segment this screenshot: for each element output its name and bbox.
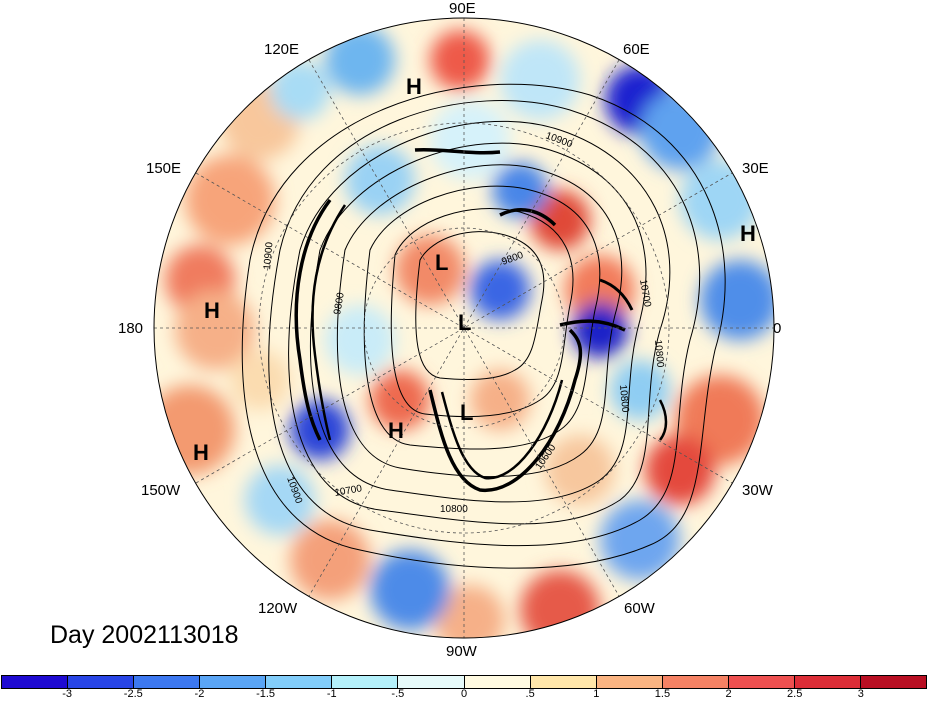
colorbar-swatch xyxy=(398,676,465,688)
low-pressure-marker: L xyxy=(435,250,448,275)
colorbar-swatch xyxy=(728,676,795,688)
colorbar-tick-label: 1.5 xyxy=(654,688,671,700)
low-pressure-marker: L xyxy=(460,400,473,425)
colorbar-swatch xyxy=(134,676,201,688)
colorbar-tick-label: 2.5 xyxy=(787,688,803,700)
colorbar-tick-label: -2.5 xyxy=(123,688,143,700)
colorbar-tick-label: 3 xyxy=(857,688,864,700)
colorbar-swatch xyxy=(662,676,729,688)
colorbar-swatch xyxy=(2,676,69,688)
longitude-label-30e: 30E xyxy=(742,160,769,177)
longitude-label-90e: 90E xyxy=(449,0,476,17)
graticule xyxy=(154,18,774,638)
low-pressure-marker: L xyxy=(458,310,471,335)
longitude-label-60w: 60W xyxy=(624,600,655,617)
colorbar-swatch xyxy=(332,676,399,688)
longitude-label-120w: 120W xyxy=(258,600,298,617)
contour-label: 10800 xyxy=(440,504,468,515)
map-boundary xyxy=(153,17,775,639)
longitude-label-90w: 90W xyxy=(446,643,477,660)
high-pressure-marker: H xyxy=(193,440,209,465)
longitude-label-30w: 30W xyxy=(742,482,773,499)
colorbar-tick-label: -2 xyxy=(194,688,205,700)
contour-label: 9800 xyxy=(332,291,347,315)
contour-label: 10900 xyxy=(262,241,275,270)
colorbar-swatch xyxy=(596,676,663,688)
high-pressure-marker: H xyxy=(740,221,756,246)
colorbar-swatch xyxy=(794,676,862,688)
contour-label: 10800 xyxy=(617,384,630,413)
colorbar-tick-label: -.5 xyxy=(391,688,405,700)
longitude-label-150e: 150E xyxy=(146,160,182,177)
height-contours xyxy=(241,83,726,569)
longitude-label-0: 0 xyxy=(773,320,782,337)
map-title: Day 2002113018 xyxy=(50,621,239,649)
colorbar-tick-label: -1 xyxy=(326,688,337,700)
longitude-label-180: 180 xyxy=(118,320,144,337)
longitude-label-150w: 150W xyxy=(141,482,181,499)
high-pressure-marker: H xyxy=(204,298,220,323)
high-pressure-marker: H xyxy=(406,74,422,99)
longitude-label-120e: 120E xyxy=(264,41,300,58)
colorbar-tick-label: 1 xyxy=(593,688,600,700)
colorbar-swatch xyxy=(861,676,927,688)
colorbar-tick-label: -1.5 xyxy=(256,688,276,700)
colorbar-swatch xyxy=(200,676,267,688)
contour-label: 10700 xyxy=(334,483,364,499)
colorbar-tick-label: 2 xyxy=(725,688,732,700)
colorbar-tick-label: 0 xyxy=(460,688,468,700)
colorbar-swatch xyxy=(68,676,135,688)
colorbar xyxy=(1,675,927,689)
high-pressure-marker: H xyxy=(388,418,404,443)
colorbar-tick-label: -3 xyxy=(62,688,73,700)
contour-label: 10700 xyxy=(637,279,653,309)
contour-label: 10800 xyxy=(652,339,665,368)
colorbar-swatch xyxy=(530,676,597,688)
longitude-label-60e: 60E xyxy=(623,41,650,58)
colorbar-swatch xyxy=(464,676,531,688)
colorbar-swatch xyxy=(266,676,333,688)
colorbar-tick-label: .5 xyxy=(525,688,535,700)
